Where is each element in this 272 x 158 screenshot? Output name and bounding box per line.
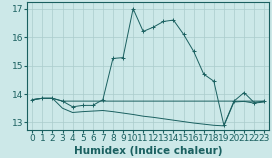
- X-axis label: Humidex (Indice chaleur): Humidex (Indice chaleur): [74, 146, 222, 155]
